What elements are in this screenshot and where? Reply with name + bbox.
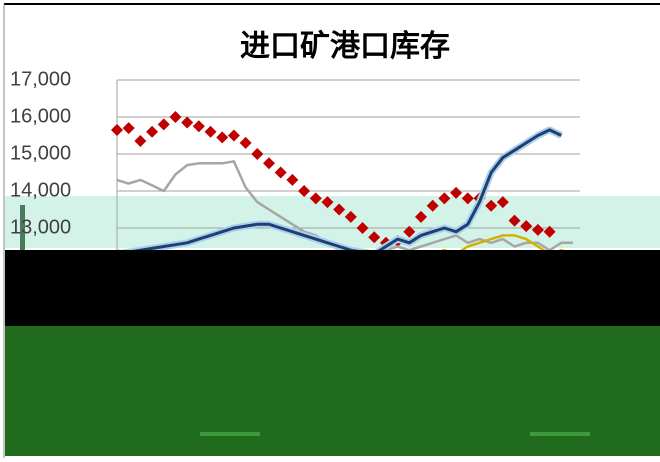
overlay-bar xyxy=(20,205,25,255)
data-point xyxy=(146,125,159,138)
line xyxy=(116,128,562,256)
data-point xyxy=(251,148,264,160)
data-point xyxy=(344,210,357,223)
data-point xyxy=(274,166,287,179)
data-point xyxy=(450,186,463,199)
data-point xyxy=(438,192,451,205)
data-point xyxy=(368,231,381,244)
overlay-dash xyxy=(200,432,260,436)
data-point xyxy=(298,185,311,197)
data-point xyxy=(321,196,334,209)
overlay-green xyxy=(5,326,660,456)
y-tick-label: 15,000 xyxy=(10,142,71,164)
data-point xyxy=(403,225,416,238)
chart-title: 进口矿港口库存 xyxy=(240,29,450,63)
data-point xyxy=(415,210,427,223)
y-tick-label: 14,000 xyxy=(10,179,71,201)
data-point xyxy=(309,192,322,205)
data-point xyxy=(543,225,556,238)
data-point xyxy=(239,136,252,149)
data-point xyxy=(227,129,240,142)
data-point xyxy=(520,220,533,233)
data-point xyxy=(333,203,346,216)
data-point xyxy=(286,173,299,186)
y-tick-label: 17,000 xyxy=(10,68,71,90)
data-point xyxy=(111,123,123,136)
overlay-band xyxy=(5,196,660,248)
y-tick-label: 16,000 xyxy=(10,105,71,127)
overlay-dash xyxy=(530,432,590,436)
data-point xyxy=(169,111,182,123)
data-point xyxy=(134,135,147,148)
data-point xyxy=(426,199,439,212)
data-point xyxy=(204,125,217,138)
data-point xyxy=(356,222,369,234)
data-point xyxy=(461,192,474,205)
data-point xyxy=(263,157,275,170)
data-point xyxy=(122,122,135,135)
data-point xyxy=(485,199,498,212)
data-point xyxy=(192,120,205,133)
overlay-black xyxy=(5,250,660,328)
data-point xyxy=(508,214,521,227)
data-point xyxy=(181,116,194,129)
data-point xyxy=(216,131,229,144)
data-point xyxy=(157,118,170,131)
data-point xyxy=(531,223,544,236)
data-point xyxy=(496,196,509,209)
y-tick-label: 13,000 xyxy=(10,216,71,238)
